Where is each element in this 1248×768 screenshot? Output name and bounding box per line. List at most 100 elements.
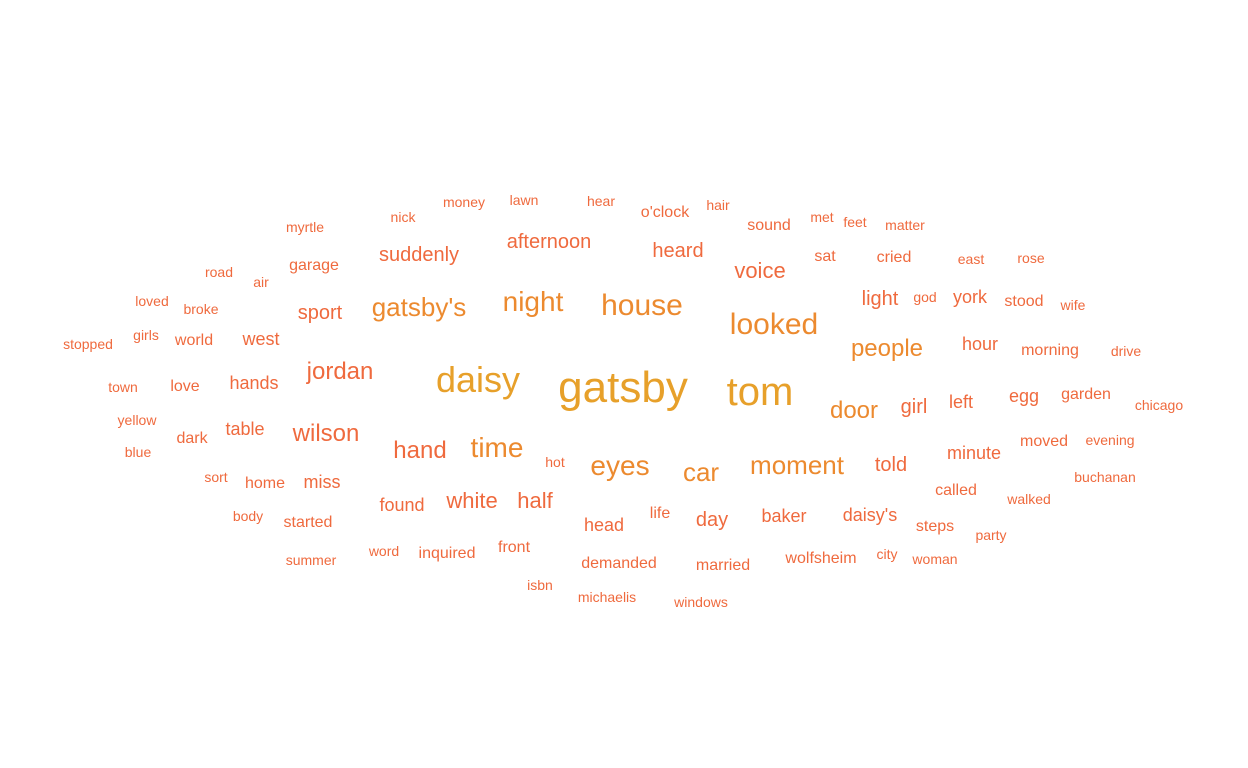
word: isbn [527,577,553,593]
word: people [850,335,924,362]
word: broke [183,301,219,317]
word: started [283,514,333,531]
word: party [975,527,1007,543]
word: gatsby [558,363,688,412]
word: day [695,509,729,531]
word: summer [285,552,337,568]
word: miss [303,472,341,492]
word: chicago [1134,397,1184,413]
word: moment [750,450,844,480]
word: god [913,289,937,305]
word: money [442,194,486,210]
word: town [108,379,138,395]
word: hear [586,193,616,209]
word: eyes [590,450,650,481]
word: york [952,287,988,307]
word: night [502,286,564,317]
word: daisy's [842,505,898,525]
word: michaelis [577,589,637,605]
word: morning [1021,342,1079,359]
word: loved [135,293,169,309]
word: road [204,264,234,280]
word: house [601,289,683,322]
word: hands [229,373,279,393]
word: married [695,557,751,574]
word: minute [946,443,1002,463]
word: moved [1019,433,1069,450]
word: light [861,288,899,310]
word: daisy [435,359,521,400]
word: baker [761,506,807,526]
word: egg [1008,386,1040,406]
word: rose [1017,250,1045,266]
word: door [829,397,879,424]
word: half [517,488,553,513]
word: jordan [306,358,374,385]
word: told [874,454,908,476]
word: east [957,251,985,267]
word: demanded [581,555,657,572]
word: word [368,543,400,559]
word: feet [843,214,867,230]
word: girls [133,327,159,343]
word: wilson [292,420,360,447]
word: buchanan [1074,469,1136,485]
word: body [232,508,264,524]
word: lawn [509,192,539,208]
word: stopped [63,336,113,352]
word: drive [1110,343,1142,359]
word: steps [915,518,955,535]
word: home [244,475,286,492]
word: hair [706,197,730,213]
word: blue [124,444,152,460]
word: woman [912,551,958,567]
word: nick [390,209,416,225]
word: suddenly [378,244,460,266]
word: world [174,332,214,349]
word: hot [545,454,565,470]
word: afternoon [506,231,592,253]
word: matter [885,217,925,233]
word: walked [1007,491,1051,507]
word: city [876,546,898,562]
word: wolfsheim [785,550,857,567]
word: white [446,488,498,513]
word: wife [1060,297,1086,313]
word: west [242,329,280,349]
word: table [225,419,265,439]
word: cried [876,249,912,266]
word: gatsby's [371,292,467,322]
word: hour [961,334,999,354]
word: air [253,274,269,290]
word: left [948,392,974,412]
word: front [497,539,531,556]
word: windows [674,594,728,610]
word: o'clock [640,204,690,221]
word: met [810,209,834,225]
word: head [583,515,625,535]
word: myrtle [285,219,325,235]
word: sound [747,217,791,234]
word: time [470,432,524,463]
word: love [170,378,200,395]
word: found [379,495,425,515]
word: stood [1004,293,1044,310]
word: inquired [418,545,476,562]
word: girl [900,396,928,418]
word: called [935,482,977,499]
word: garage [289,257,339,274]
word: tom [726,370,794,414]
word: voice [734,258,786,283]
word: sport [297,302,343,324]
word: heard [652,240,704,262]
word: dark [176,430,208,447]
word: hand [393,437,447,464]
word: looked [729,308,819,341]
word: life [649,505,671,522]
word: sort [204,469,228,485]
word: car [682,457,720,487]
word: sat [814,248,836,265]
word: yellow [117,412,157,428]
word: evening [1085,432,1135,448]
